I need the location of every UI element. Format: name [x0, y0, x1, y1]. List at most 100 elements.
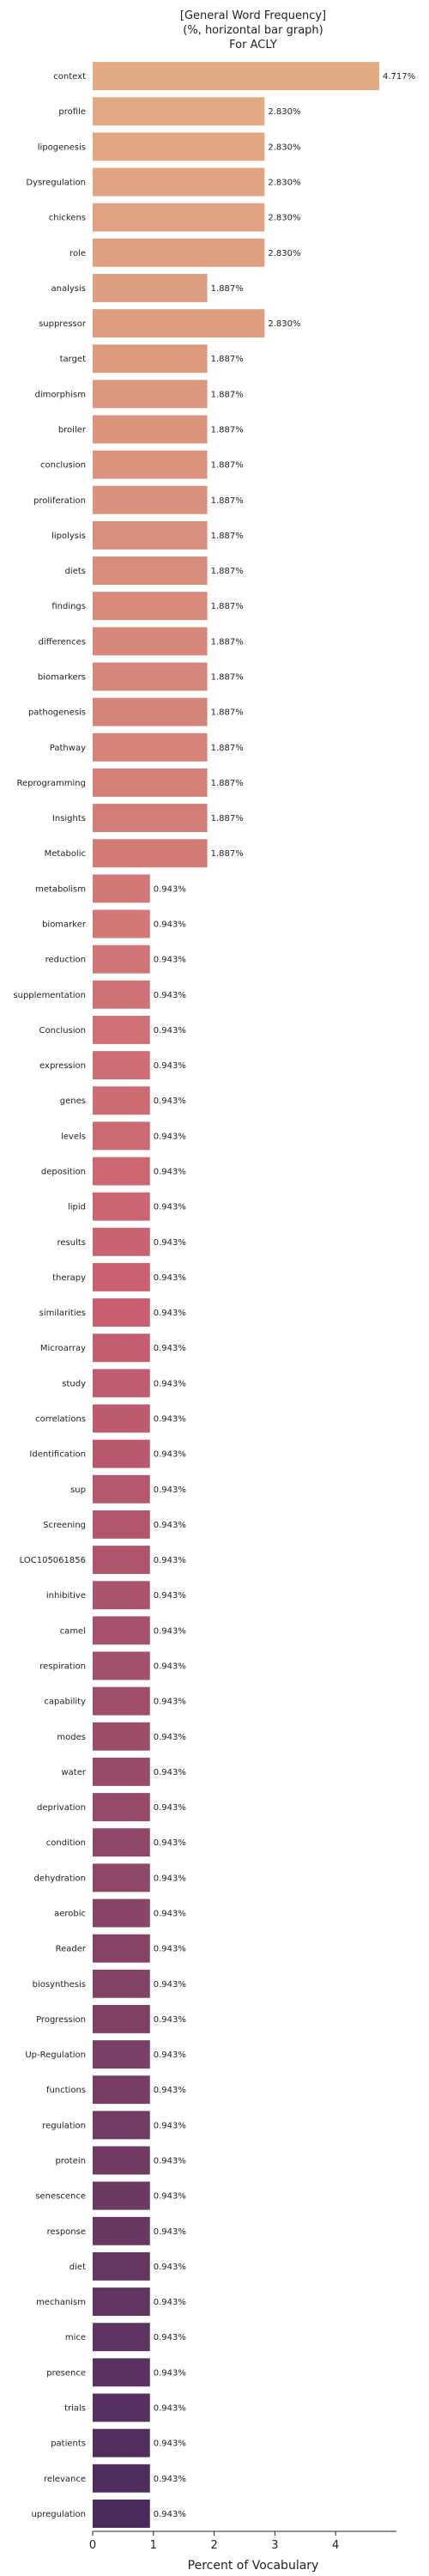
bar-row: pathogenesis 1.887%	[28, 697, 244, 726]
bar	[93, 1616, 150, 1645]
bar-row: metabolism 0.943%	[35, 874, 186, 903]
category-label: sup	[70, 1485, 86, 1495]
value-label: 0.943%	[154, 2157, 186, 2166]
bar	[93, 132, 265, 161]
category-label: presence	[46, 2368, 86, 2378]
bar	[93, 2499, 150, 2528]
category-label: patients	[51, 2439, 86, 2449]
bar-row: senescence 0.943%	[35, 2181, 186, 2210]
bar	[93, 662, 208, 691]
bar-row: mice 0.943%	[65, 2323, 186, 2352]
value-label: 0.943%	[154, 2333, 186, 2342]
value-label: 0.943%	[154, 1838, 186, 1848]
bar-row: therapy 0.943%	[52, 1262, 186, 1291]
value-label: 0.943%	[154, 2298, 186, 2307]
category-label: diet	[69, 2263, 86, 2272]
bar-row: genes 0.943%	[60, 1086, 186, 1115]
bar-row: sup 0.943%	[70, 1474, 186, 1504]
bar	[93, 2323, 150, 2352]
bar	[93, 556, 208, 586]
value-label: 0.943%	[154, 1203, 186, 1212]
bar	[93, 1581, 150, 1610]
bar-row: patients 0.943%	[51, 2428, 186, 2458]
category-label: modes	[57, 1733, 86, 1742]
x-tick-label: 4	[332, 2539, 339, 2552]
bar-row: water 0.943%	[62, 1757, 186, 1786]
bar-row: supplementation 0.943%	[13, 980, 186, 1009]
bar	[93, 2181, 150, 2210]
category-label: lipolysis	[51, 532, 86, 541]
category-label: results	[57, 1238, 86, 1248]
category-label: regulation	[42, 2121, 86, 2130]
title-line-1: [General Word Frequency]	[180, 9, 326, 22]
bar-row: aerobic 0.943%	[54, 1899, 186, 1928]
value-label: 1.887%	[211, 849, 244, 859]
bar	[93, 732, 208, 762]
value-label: 0.943%	[154, 1910, 186, 1919]
value-label: 0.943%	[154, 2015, 186, 2025]
value-label: 0.943%	[154, 2121, 186, 2130]
bar	[93, 2146, 150, 2175]
bar	[93, 627, 208, 656]
bar	[93, 1369, 150, 1398]
value-label: 0.943%	[154, 1874, 186, 1883]
value-label: 0.943%	[154, 920, 186, 930]
value-label: 1.887%	[211, 637, 244, 647]
bar-row: Up-Regulation 0.943%	[25, 2040, 186, 2069]
bars-layer: context 4.717% profile 2.830% lipogenesis 2.8…	[13, 62, 415, 2528]
bar-row: role 2.830%	[69, 238, 301, 267]
bar	[93, 697, 208, 726]
category-label: profile	[58, 107, 86, 117]
bar	[93, 1546, 150, 1575]
bar	[93, 380, 208, 409]
category-label: metabolism	[35, 884, 86, 894]
bar-row: differences 1.887%	[39, 627, 244, 656]
bar-row: profile 2.830%	[58, 97, 301, 126]
category-label: Progression	[36, 2015, 86, 2025]
category-label: Conclusion	[39, 1026, 87, 1036]
bar	[93, 2251, 150, 2281]
category-label: diets	[65, 567, 86, 576]
value-label: 0.943%	[154, 1132, 186, 1141]
category-label: biomarker	[42, 920, 87, 930]
bar	[93, 1439, 150, 1468]
value-label: 4.717%	[383, 72, 415, 82]
bar-row: camel 0.943%	[60, 1616, 186, 1645]
bar-row: mechanism 0.943%	[36, 2287, 186, 2317]
category-label: role	[69, 249, 86, 258]
value-label: 0.943%	[154, 1061, 186, 1071]
category-label: levels	[61, 1132, 86, 1141]
bar	[93, 62, 379, 91]
bar	[93, 1192, 150, 1221]
bar	[93, 1121, 150, 1151]
category-label: LOC105061856	[20, 1556, 86, 1565]
bar	[93, 839, 208, 868]
bar-row: Pathway 1.887%	[50, 732, 244, 762]
value-label: 1.887%	[211, 284, 244, 294]
bar	[93, 415, 208, 444]
bar	[93, 980, 150, 1009]
bar	[93, 167, 265, 197]
value-label: 0.943%	[154, 1450, 186, 1460]
bar-row: respiration 0.943%	[39, 1651, 186, 1680]
category-label: capability	[44, 1698, 86, 1707]
value-label: 0.943%	[154, 1238, 186, 1248]
bar-row: target 1.887%	[60, 344, 244, 374]
bar-row: dimorphism 1.887%	[34, 380, 244, 409]
category-label: suppressor	[39, 319, 87, 329]
category-label: correlations	[35, 1415, 86, 1425]
title-line-3: For ACLY	[229, 39, 277, 52]
bar-row: deprivation 0.943%	[37, 1793, 186, 1822]
bar	[93, 1969, 150, 1998]
bar	[93, 1262, 150, 1291]
bar	[93, 1934, 150, 1963]
category-label: broiler	[58, 426, 87, 435]
category-label: aerobic	[54, 1910, 86, 1919]
value-label: 2.830%	[268, 214, 300, 223]
value-label: 2.830%	[268, 319, 300, 329]
bar	[93, 768, 208, 797]
x-tick-label: 2	[210, 2539, 217, 2552]
bar-row: Microarray 0.943%	[40, 1334, 186, 1363]
bar-row: biomarker 0.943%	[42, 909, 186, 939]
